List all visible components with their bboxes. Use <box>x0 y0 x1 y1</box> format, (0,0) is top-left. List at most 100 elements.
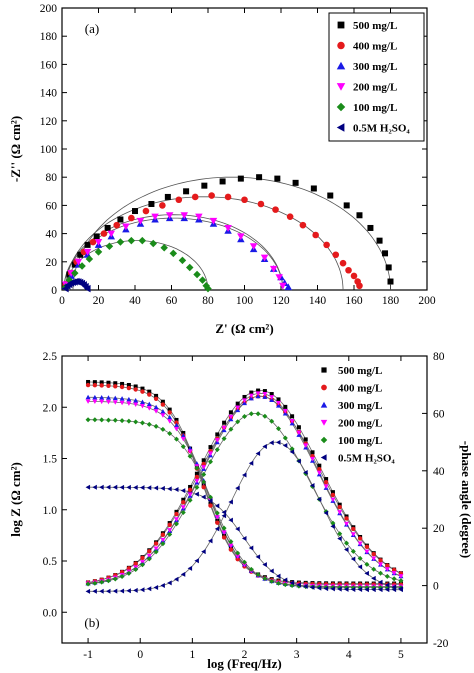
phase-point <box>269 440 274 446</box>
x-tick-label: 2 <box>242 649 248 661</box>
phase-point <box>173 576 179 582</box>
x-tick-label: 5 <box>398 649 404 661</box>
data-point <box>272 206 279 213</box>
y-tick-label: 100 <box>40 144 58 156</box>
phase-point <box>208 445 213 450</box>
phase-point <box>398 586 403 592</box>
phase-point <box>214 526 220 532</box>
phase-point <box>371 556 377 562</box>
phase-point <box>187 497 193 503</box>
magnitude-point <box>269 568 274 574</box>
data-point <box>122 223 130 231</box>
magnitude-point <box>113 381 118 386</box>
phase-point <box>262 444 267 450</box>
magnitude-point <box>187 445 193 451</box>
magnitude-point <box>201 479 207 485</box>
phase-point <box>262 413 268 419</box>
data-point <box>159 202 166 209</box>
data-point <box>286 213 294 220</box>
magnitude-point <box>99 399 105 405</box>
phase-point <box>242 394 247 399</box>
magnitude-point <box>378 587 383 593</box>
magnitude-point <box>187 449 193 454</box>
phase-point <box>85 581 91 587</box>
data-point <box>186 263 194 272</box>
data-point <box>343 202 350 209</box>
legend-label: 500 mg/L <box>338 365 382 377</box>
data-point <box>116 238 125 246</box>
phase-point <box>344 547 349 553</box>
phase-point <box>201 461 206 467</box>
magnitude-point <box>119 418 125 424</box>
magnitude-point <box>221 530 227 536</box>
magnitude-point <box>242 535 247 541</box>
phase-point <box>316 496 322 502</box>
magnitude-point <box>221 509 227 515</box>
phase-point <box>228 499 233 505</box>
magnitude-point <box>99 380 104 385</box>
magnitude-point <box>364 587 369 593</box>
magnitude-point <box>112 484 118 490</box>
magnitude-point <box>310 584 315 590</box>
data-point <box>142 207 150 215</box>
data-point <box>100 230 108 237</box>
phase-point <box>173 521 179 527</box>
legend-label: 400 mg/L <box>338 383 382 395</box>
data-point <box>160 243 168 252</box>
data-point <box>107 230 116 238</box>
y-right-tick-label: 0 <box>433 581 439 593</box>
legend-label: 100 mg/L <box>353 102 397 114</box>
magnitude-point <box>146 485 152 491</box>
magnitude-point <box>153 409 159 414</box>
phase-point <box>350 532 356 537</box>
phase-point <box>187 487 193 493</box>
data-point <box>165 212 174 220</box>
magnitude-point <box>214 515 220 520</box>
legend-marker <box>337 41 345 50</box>
magnitude-point <box>119 400 125 406</box>
phase-point <box>112 576 118 582</box>
phase-point <box>194 471 199 476</box>
magnitude-point <box>262 562 267 568</box>
magnitude-point <box>160 399 165 404</box>
phase-point <box>323 510 329 516</box>
magnitude-point <box>139 485 145 491</box>
phase-point <box>282 408 288 414</box>
magnitude-point <box>120 381 125 386</box>
data-point <box>310 185 317 192</box>
magnitude-point <box>228 539 234 545</box>
phase-point <box>364 570 369 576</box>
y-tick-label: 180 <box>40 31 58 43</box>
phase-point <box>296 425 301 430</box>
data-point <box>117 216 124 223</box>
magnitude-point <box>153 485 159 491</box>
phase-point <box>269 418 275 424</box>
phase-point <box>187 565 193 571</box>
data-point <box>201 182 208 189</box>
magnitude-point <box>119 396 125 401</box>
magnitude-point <box>92 380 97 385</box>
y-right-tick-label: 20 <box>433 523 445 535</box>
magnitude-point <box>221 525 227 531</box>
magnitude-point <box>214 503 220 509</box>
y-tick-label: 1.5 <box>43 454 58 466</box>
magnitude-point <box>92 394 98 400</box>
x-tick-label: 3 <box>294 649 300 661</box>
data-point <box>191 193 199 201</box>
y-right-axis-label: -phase angle (degree) <box>459 441 474 558</box>
y-tick-label: 80 <box>46 172 58 184</box>
data-point <box>382 250 389 257</box>
phase-point <box>180 505 186 510</box>
data-point <box>183 188 190 195</box>
phase-point <box>364 549 370 555</box>
phase-point <box>92 580 98 586</box>
phase-point <box>303 470 308 476</box>
legend-label: 300 mg/L <box>353 61 397 73</box>
magnitude-fit-line <box>88 381 401 584</box>
data-point <box>345 266 352 274</box>
magnitude-point <box>282 577 288 583</box>
magnitude-point <box>112 417 118 423</box>
magnitude-point <box>126 385 132 391</box>
phase-point <box>248 395 254 401</box>
magnitude-point <box>221 535 227 540</box>
